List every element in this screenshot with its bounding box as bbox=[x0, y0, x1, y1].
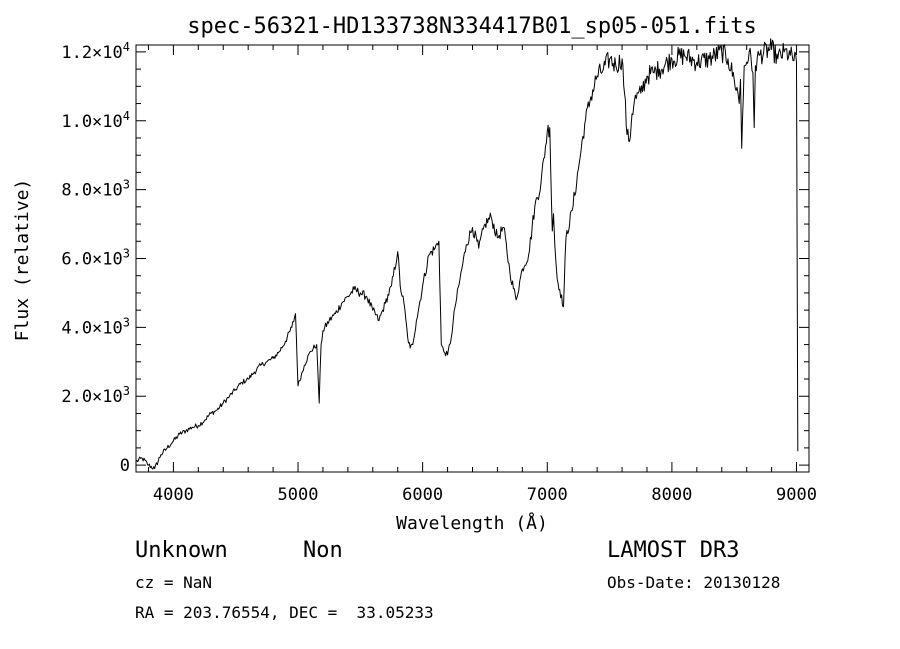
redshift-info: cz = NaN bbox=[135, 573, 213, 592]
y-tick-label: 4.0×103 bbox=[61, 315, 130, 338]
y-tick-exponent: 4 bbox=[123, 109, 130, 123]
x-tick-label: 6000 bbox=[402, 485, 443, 505]
spectrum-line bbox=[135, 38, 799, 470]
x-tick-label: 7000 bbox=[527, 485, 568, 505]
y-axis-label: Flux (relative) bbox=[12, 179, 33, 342]
object-class: Non bbox=[303, 538, 343, 563]
y-tick-mantissa: 4.0×10 bbox=[61, 318, 122, 338]
y-tick-exponent: 3 bbox=[123, 247, 130, 261]
y-tick-label: 8.0×103 bbox=[61, 178, 130, 201]
y-tick-exponent: 4 bbox=[123, 40, 130, 54]
y-tick-mantissa: 1.0×10 bbox=[61, 112, 122, 132]
y-tick-mantissa: 8.0×10 bbox=[61, 181, 122, 201]
y-tick-label: 6.0×103 bbox=[61, 247, 130, 270]
y-tick-label: 1.0×104 bbox=[61, 109, 130, 132]
y-tick-label: 1.2×104 bbox=[61, 40, 130, 63]
plot-frame bbox=[135, 44, 810, 473]
y-tick-exponent: 3 bbox=[123, 384, 130, 398]
y-tick-exponent: 3 bbox=[123, 315, 130, 329]
y-tick-mantissa: 2.0×10 bbox=[61, 387, 122, 407]
object-name: Unknown bbox=[135, 538, 228, 563]
observation-date: Obs-Date: 20130128 bbox=[607, 573, 781, 592]
plot-axes: 4000 5000 6000 7000 8000 900002.0×1034.0×1036… bbox=[61, 40, 817, 505]
x-tick-label: 5000 bbox=[278, 485, 319, 505]
x-tick-label: 4000 bbox=[153, 485, 194, 505]
chart-title: spec-56321-HD133738N334417B01_sp05-051.f… bbox=[187, 14, 757, 39]
survey-name: LAMOST DR3 bbox=[607, 538, 740, 563]
y-tick-exponent: 3 bbox=[123, 178, 130, 192]
y-tick-mantissa: 0 bbox=[120, 456, 130, 476]
y-tick-mantissa: 1.2×10 bbox=[61, 43, 122, 63]
coordinates-info: RA = 203.76554, DEC = 33.05233 bbox=[135, 603, 434, 622]
x-axis-label: Wavelength (Å) bbox=[396, 512, 548, 534]
x-tick-label: 9000 bbox=[776, 485, 817, 505]
x-tick-label: 8000 bbox=[651, 485, 692, 505]
y-tick-mantissa: 6.0×10 bbox=[61, 250, 122, 270]
y-tick-label: 0 bbox=[120, 456, 130, 476]
y-tick-label: 2.0×103 bbox=[61, 384, 130, 407]
